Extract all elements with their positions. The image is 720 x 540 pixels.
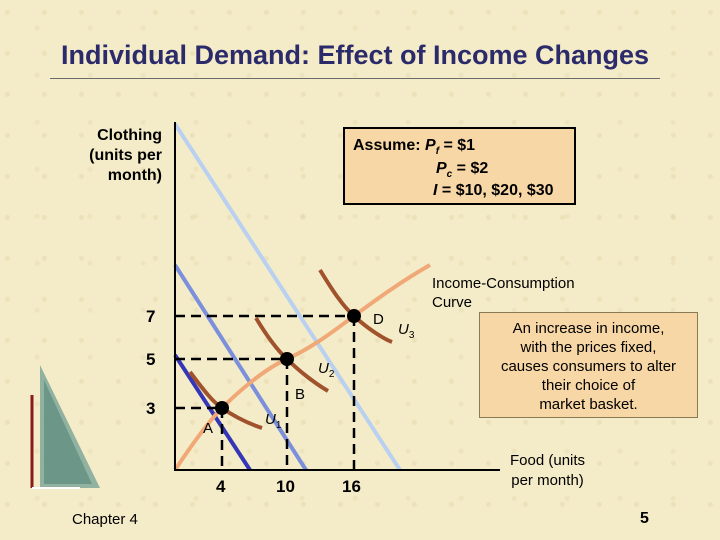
- x-tick-16: 16: [342, 477, 361, 496]
- point-d-marker: [347, 309, 361, 323]
- y-tick-7: 7: [146, 307, 155, 326]
- chapter-label: Chapter 4: [72, 511, 138, 528]
- assumption-box: Assume: Pf = $1 Pc = $2 I = $10, $20, $3…: [343, 127, 576, 205]
- assume-line-pc: Pc = $2: [436, 160, 488, 180]
- u2-label: U2: [318, 360, 335, 380]
- explanation-box: An increase in income, with the prices f…: [479, 312, 698, 418]
- icc-label-line-2: Curve: [432, 294, 473, 311]
- pc-subscript: c: [446, 169, 453, 181]
- point-a-label: A: [203, 420, 213, 437]
- y-axis-label: Clothing (units per month): [89, 126, 162, 186]
- u3-symbol: U: [398, 321, 409, 338]
- pc-symbol: P: [436, 160, 447, 177]
- income-symbol: I: [433, 182, 438, 199]
- point-b-marker: [280, 352, 294, 366]
- y-tick-3: 3: [146, 399, 155, 418]
- assume-line-income: I = $10, $20, $30: [433, 182, 554, 200]
- page-number: 5: [640, 510, 649, 527]
- income-consumption-curve: [173, 263, 431, 472]
- title-rule: [50, 78, 660, 79]
- icc-label: Income-Consumption Curve: [432, 274, 575, 312]
- u2-symbol: U: [318, 360, 329, 377]
- point-d-label: D: [373, 311, 384, 328]
- point-b-label: B: [295, 386, 305, 403]
- note-line-5: market basket.: [539, 396, 638, 413]
- x-axis-label: Food (units per month): [510, 451, 585, 491]
- pf-subscript: f: [435, 146, 440, 158]
- note-line-2: with the prices fixed,: [520, 339, 657, 356]
- note-line-4: their choice of: [541, 377, 636, 394]
- assume-prefix: Assume:: [353, 137, 426, 154]
- x-axis-label-line-1: Food (units: [510, 452, 586, 469]
- budget-line-20: [173, 263, 308, 472]
- u3-subscript: 3: [409, 330, 415, 341]
- note-line-3: causes consumers to alter: [500, 358, 677, 375]
- u1-label: U1: [265, 411, 282, 431]
- y-tick-5: 5: [146, 350, 155, 369]
- note-line-1: An increase in income,: [512, 320, 665, 337]
- y-axis-label-line-3: month): [107, 167, 162, 184]
- budget-line-10: [173, 353, 252, 472]
- y-axis-label-line-2: (units per: [89, 147, 162, 164]
- icc-label-line-1: Income-Consumption: [432, 275, 575, 292]
- budget-line-30: [173, 122, 402, 472]
- u3-label: U3: [398, 321, 415, 341]
- pc-value: = $2: [452, 160, 489, 177]
- x-tick-10: 10: [276, 477, 295, 496]
- pf-symbol: P: [425, 137, 436, 154]
- u1-subscript: 1: [276, 420, 282, 431]
- point-a-marker: [215, 401, 229, 415]
- u1-symbol: U: [265, 411, 276, 428]
- x-tick-4: 4: [216, 477, 226, 496]
- slide-title: Individual Demand: Effect of Income Chan…: [60, 40, 650, 70]
- pf-value: = $1: [439, 137, 476, 154]
- u2-subscript: 2: [329, 369, 335, 380]
- x-axis-label-line-2: per month): [511, 472, 584, 489]
- decorative-triangle-icon: [30, 365, 100, 489]
- assume-line-pf: Assume: Pf = $1: [353, 137, 475, 157]
- income-values: = $10, $20, $30: [437, 182, 554, 199]
- y-axis-label-line-1: Clothing: [97, 127, 162, 144]
